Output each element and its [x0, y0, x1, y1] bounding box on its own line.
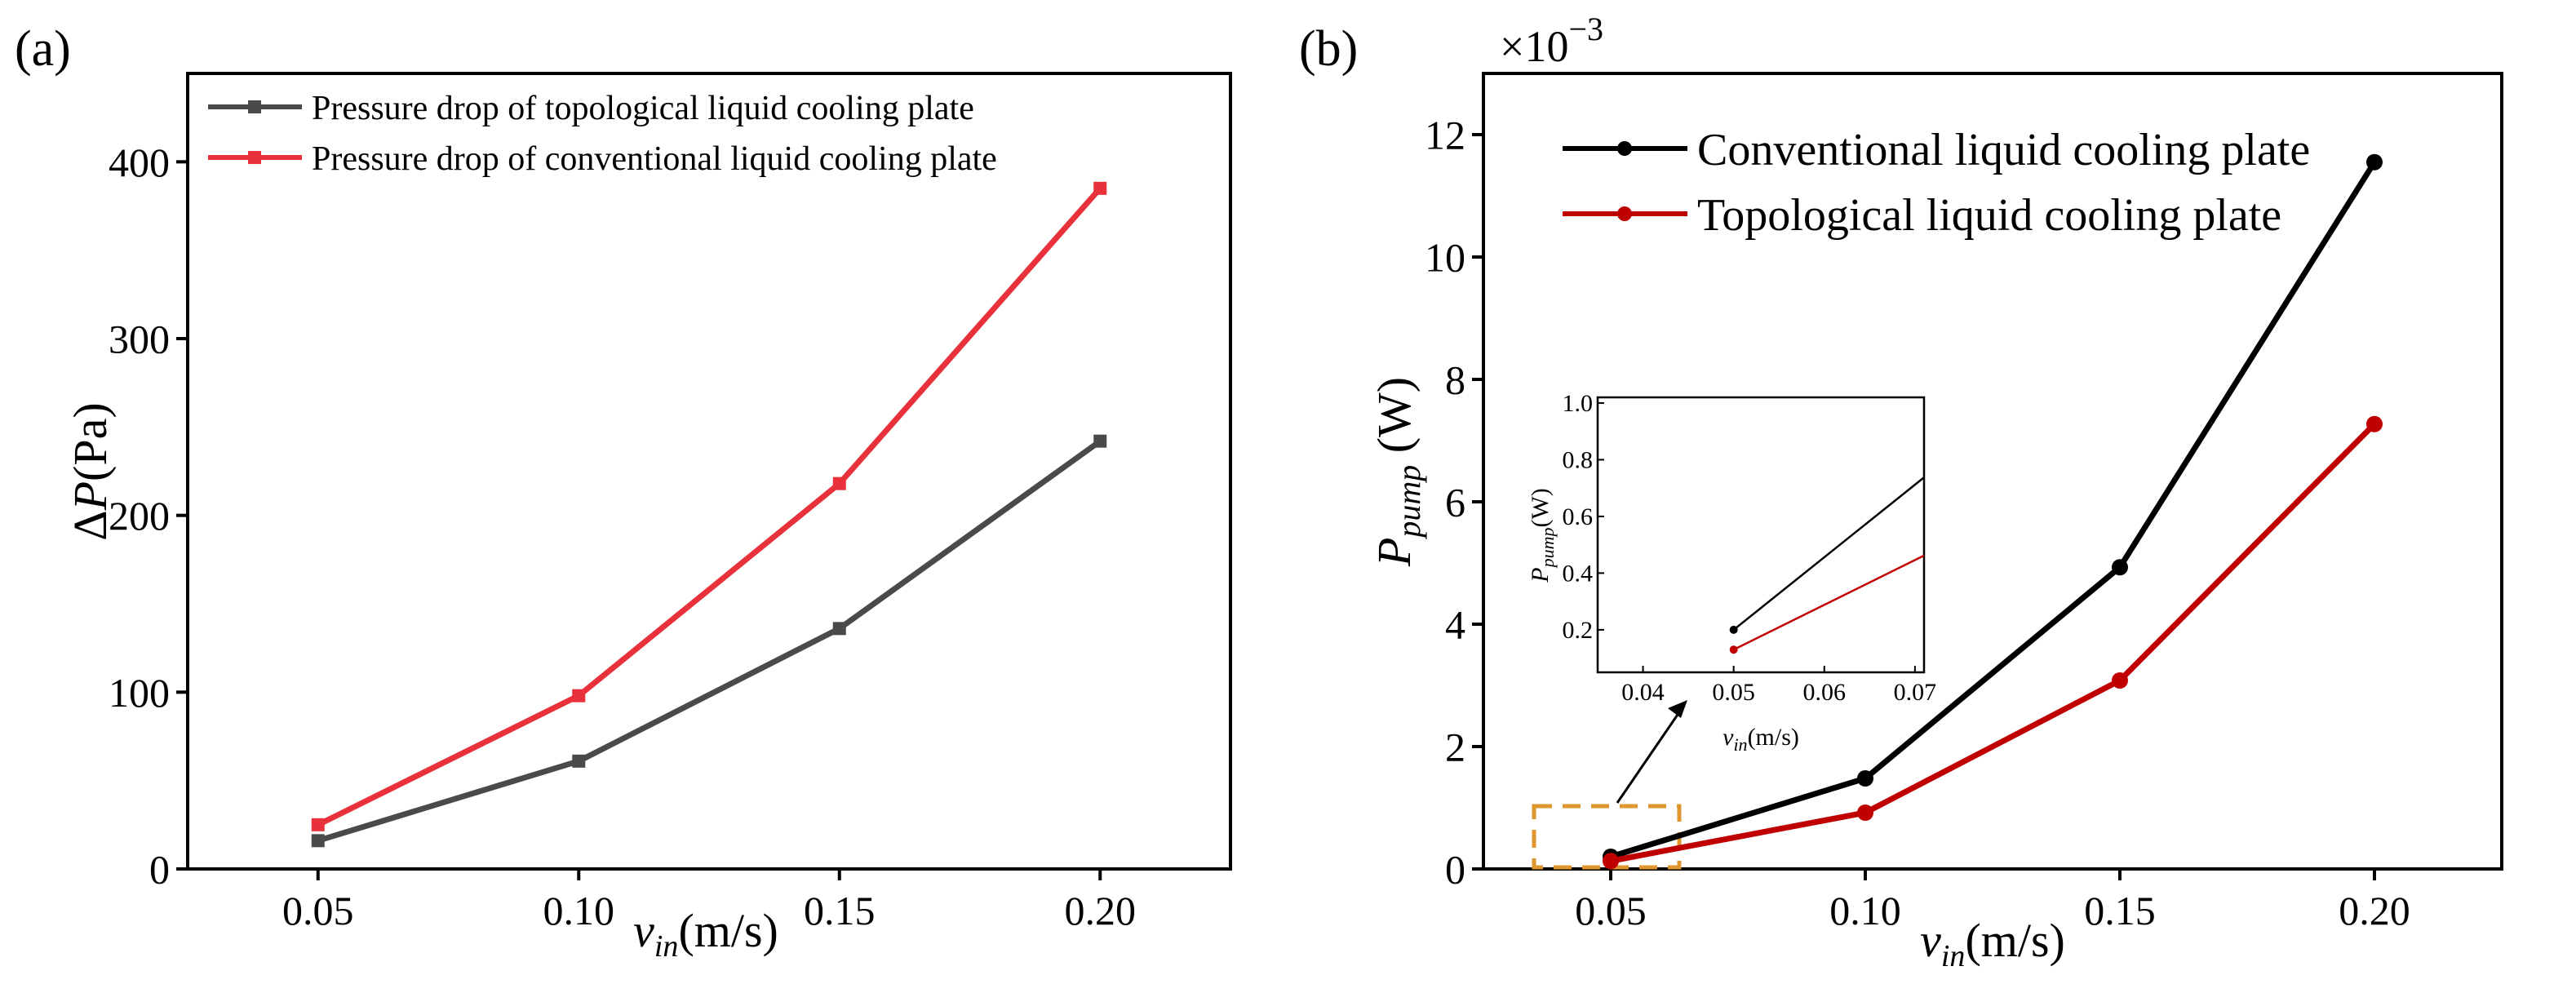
data-point	[572, 689, 586, 703]
panel-b-x-axis: 0.05 0.10 0.15 0.20	[1575, 869, 2410, 933]
y-tick-label: 0	[149, 847, 170, 893]
data-point	[572, 754, 586, 768]
data-point	[2112, 672, 2128, 689]
legend-label-topological: Topological liquid cooling plate	[1697, 190, 2281, 241]
data-point	[1857, 770, 1873, 787]
panel-b-y-axis: 0 2 4 6 8 10 12	[1425, 113, 1483, 893]
inset-series	[1729, 476, 1925, 654]
inset-y-tick-label: 0.2	[1563, 617, 1594, 644]
inset-x-tick-label: 0.05	[1712, 679, 1755, 706]
data-point	[1093, 181, 1107, 195]
series-line-1	[1610, 422, 2377, 864]
inset: 0.04 0.05 0.06 0.07 0.2 0.4 0.6 0.8 1.0 Ppump(W…	[1527, 390, 1936, 755]
panel-b-scale-label: ×10−3	[1500, 11, 1603, 71]
y-tick-label: 6	[1445, 480, 1465, 525]
series-line-1	[317, 186, 1102, 827]
x-tick-label: 0.10	[1829, 888, 1901, 933]
inset-series-line-0	[1732, 476, 1925, 631]
data-point	[311, 834, 325, 848]
panel-a-y-label: ΔP(Pa)	[64, 402, 117, 540]
panel-b-y-label: Ppump (W)	[1368, 377, 1427, 567]
legend-label-conventional: Pressure drop of conventional liquid coo…	[312, 140, 997, 178]
panel-a-x-label: vin(m/s)	[633, 904, 778, 964]
data-point	[832, 622, 846, 636]
panel-a-plot-frame	[186, 72, 1232, 871]
legend-label-conventional: Conventional liquid cooling plate	[1697, 125, 2310, 175]
y-tick-label: 10	[1425, 235, 1465, 281]
series-line-0	[317, 438, 1102, 844]
panel-a-series	[311, 181, 1107, 848]
data-point	[2112, 559, 2128, 576]
y-tick-label: 100	[109, 670, 170, 716]
legend-label-topological: Pressure drop of topological liquid cool…	[312, 90, 974, 127]
inset-y-tick-label: 1.0	[1563, 390, 1594, 417]
data-point	[2366, 153, 2383, 171]
data-point	[1093, 434, 1107, 448]
y-tick-label: 12	[1425, 113, 1465, 158]
inset-x-axis: 0.04 0.05 0.06 0.07	[1621, 666, 1936, 706]
inset-y-axis: 0.2 0.4 0.6 0.8 1.0	[1563, 390, 1604, 644]
x-tick-label: 0.15	[2084, 888, 2156, 933]
inset-x-tick-label: 0.06	[1803, 679, 1847, 706]
x-tick-label: 0.05	[282, 888, 354, 933]
inset-y-label: Ppump(W)	[1527, 488, 1558, 583]
x-tick-label: 0.20	[2339, 888, 2410, 933]
legend-marker-conventional	[248, 151, 261, 164]
panel-b-legend: Conventional liquid cooling plate Topolo…	[1563, 125, 2310, 241]
panel-a-legend: Pressure drop of topological liquid cool…	[208, 90, 997, 178]
inset-series-line-1	[1733, 554, 1925, 651]
x-tick-label: 0.10	[543, 888, 615, 933]
y-tick-label: 300	[109, 317, 170, 362]
data-point	[1603, 853, 1619, 870]
inset-x-tick-label: 0.04	[1621, 679, 1665, 706]
y-tick-label: 8	[1445, 357, 1465, 403]
inset-y-tick-label: 0.4	[1563, 560, 1594, 587]
panel-b-label: (b)	[1299, 21, 1358, 77]
panel-a-y-axis: 0 100 200 300 400	[109, 140, 188, 893]
panel-a-x-axis: 0.05 0.10 0.15 0.20	[282, 869, 1136, 933]
inset-x-tick-label: 0.07	[1894, 679, 1937, 706]
data-point	[832, 476, 846, 490]
x-tick-label: 0.05	[1575, 888, 1647, 933]
y-tick-label: 4	[1445, 602, 1465, 648]
panel-b-series	[1603, 153, 2383, 870]
data-point	[1857, 804, 1873, 821]
panel-a: (a) 0.05 0.10 0.15 0.20 0 100 200 300 400 Press…	[15, 21, 1232, 964]
x-tick-label: 0.20	[1065, 888, 1137, 933]
inset-y-tick-label: 0.8	[1563, 446, 1594, 473]
x-tick-label: 0.15	[804, 888, 876, 933]
panel-b-x-label: vin(m/s)	[1920, 914, 2065, 973]
y-tick-label: 400	[109, 140, 170, 185]
y-tick-label: 2	[1445, 725, 1465, 770]
inset-y-tick-label: 0.6	[1563, 503, 1594, 530]
zoom-arrow	[1616, 709, 1683, 804]
inset-data-point	[1729, 645, 1738, 654]
zoom-arrow-head	[1668, 700, 1687, 718]
data-point	[2366, 415, 2383, 432]
inset-frame	[1596, 396, 1926, 674]
y-tick-label: 200	[109, 493, 170, 539]
inset-data-point	[1729, 625, 1738, 634]
panel-b-plot-frame	[1482, 72, 2503, 871]
series-line-0	[1609, 160, 2377, 860]
y-tick-label: 0	[1445, 847, 1465, 893]
inset-x-label: vin(m/s)	[1723, 724, 1799, 755]
data-point	[311, 818, 325, 831]
legend-marker-topological	[1617, 206, 1632, 221]
legend-marker-topological	[248, 100, 261, 113]
panel-b: (b) ×10−3 0.05 0.10 0.15 0.20 0 2 4 6 8 10 12 Con…	[1299, 11, 2503, 973]
panel-a-label: (a)	[15, 21, 71, 77]
legend-marker-conventional	[1617, 141, 1632, 156]
